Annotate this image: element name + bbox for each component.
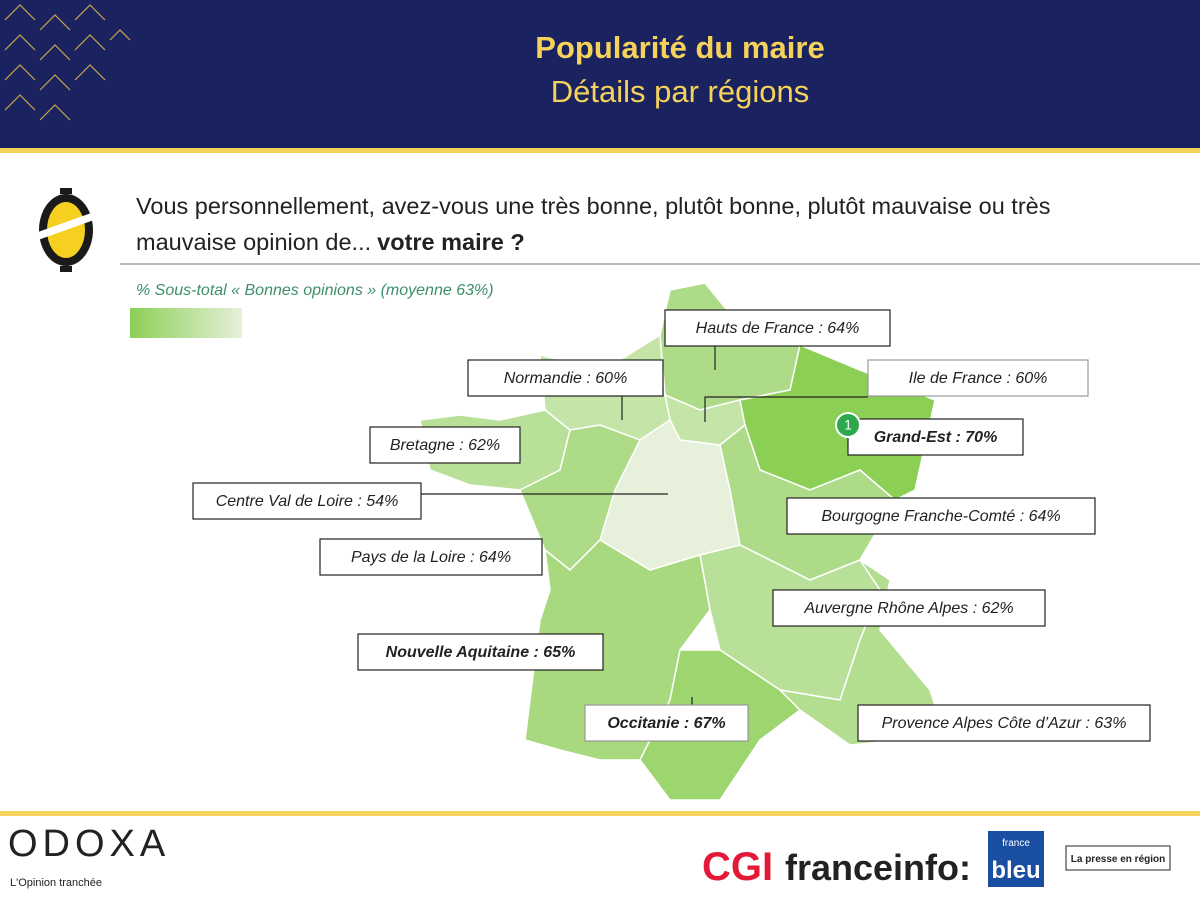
bleu-logo-box xyxy=(988,831,1044,887)
odoxa-logo: ODOXA xyxy=(8,823,170,865)
region-label: Occitanie : 67% xyxy=(607,715,725,732)
label-box xyxy=(319,538,543,576)
label-box xyxy=(664,309,891,347)
label-box xyxy=(772,589,1046,627)
region-label: Bourgogne Franche-Comté : 64% xyxy=(821,508,1060,525)
label-box xyxy=(857,704,1151,742)
bleu-logo-top: france xyxy=(1002,838,1030,849)
label-box xyxy=(192,482,422,520)
label-box xyxy=(786,497,1096,535)
label-box xyxy=(467,359,664,397)
region-labels: Hauts de France : 64% Normandie : 60% Ile … xyxy=(192,309,1151,742)
presse-logo: La presse en région xyxy=(1071,854,1165,865)
legend-text: % Sous-total « Bonnes opinions » (moyenn… xyxy=(136,282,494,299)
region-label: Ile de France : 60% xyxy=(909,370,1048,387)
rank-badge xyxy=(835,412,861,438)
label-box xyxy=(867,359,1089,397)
region-label: Grand-Est : 70% xyxy=(874,429,998,446)
subtitle: Détails par régions xyxy=(550,74,810,109)
legend-gradient xyxy=(130,308,242,338)
cgi-logo: CGI xyxy=(702,845,773,889)
header-rule xyxy=(0,148,1200,153)
label-box xyxy=(357,633,604,671)
region-label: Bretagne : 62% xyxy=(390,437,500,454)
bleu-logo: bleu xyxy=(991,857,1040,884)
region-label: Centre Val de Loire : 54% xyxy=(216,493,399,510)
leader-line xyxy=(704,396,868,422)
rank-badge-text: 1 xyxy=(844,417,852,433)
label-box xyxy=(369,426,521,464)
question-emphasis: votre maire ? xyxy=(377,229,525,255)
question: Vous personnellement, avez-vous une très… xyxy=(136,188,1126,260)
question-text: Vous personnellement, avez-vous une très… xyxy=(136,193,1051,255)
region-label: Provence Alpes Côte d’Azur : 63% xyxy=(882,715,1127,732)
region-label: Hauts de France : 64% xyxy=(696,320,860,337)
header-band xyxy=(0,0,1200,148)
region xyxy=(777,559,941,746)
region-label: Nouvelle Aquitaine : 65% xyxy=(386,644,576,661)
region-label: Auvergne Rhône Alpes : 62% xyxy=(803,600,1013,617)
region-label: Normandie : 60% xyxy=(504,370,628,387)
header-pattern xyxy=(4,4,131,121)
odoxa-tagline: L'Opinion tranchée xyxy=(10,877,102,889)
title: Popularité du maire xyxy=(535,30,825,65)
franceinfo-logo: franceinfo: xyxy=(785,847,971,888)
presse-logo-box xyxy=(1065,845,1171,871)
footer-rule xyxy=(0,811,1200,816)
odoxa-icon xyxy=(38,188,94,272)
region-label: Pays de la Loire : 64% xyxy=(351,549,511,566)
label-box xyxy=(847,418,1024,456)
label-box xyxy=(584,704,749,742)
